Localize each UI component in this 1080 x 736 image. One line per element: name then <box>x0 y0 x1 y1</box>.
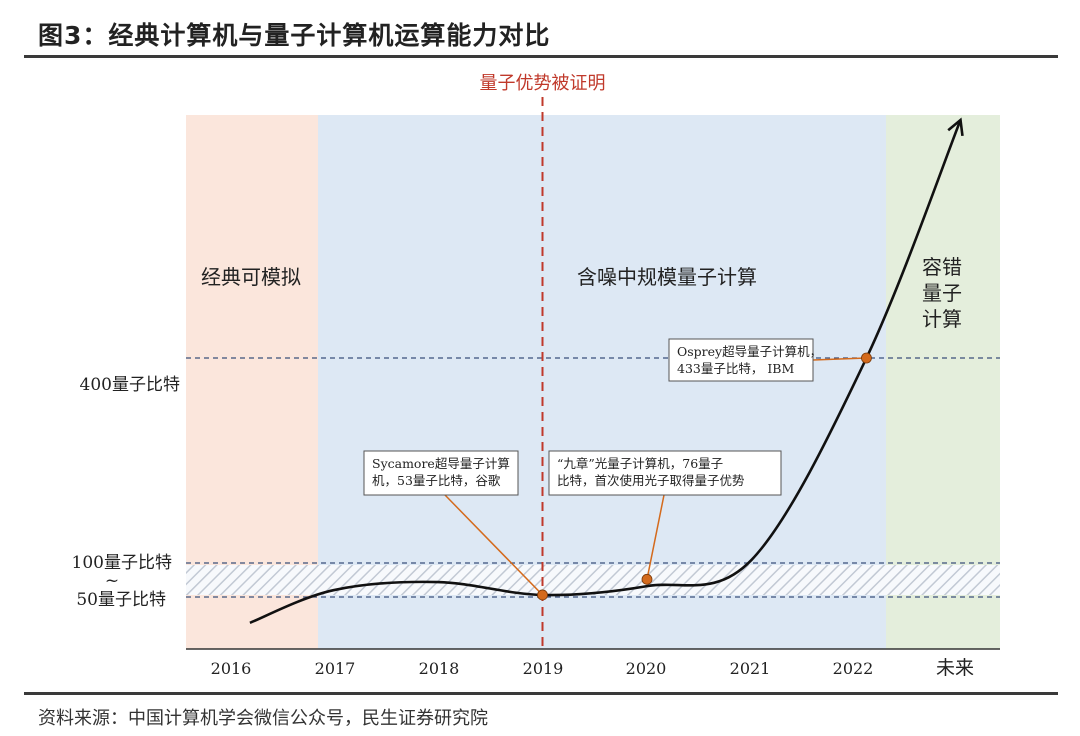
top-rule <box>24 55 1058 58</box>
x-tick-label: 2016 <box>211 659 252 678</box>
annotation-box: Osprey超导量子计算机， 433量子比特， IBM <box>668 338 822 382</box>
x-tick-label: 2019 <box>523 659 564 678</box>
annotation-box-frame <box>668 338 814 382</box>
annotation-text: Osprey超导量子计算机， <box>677 344 822 359</box>
data-point-marker <box>537 589 548 601</box>
capability-curve <box>249 119 962 625</box>
annotation-text: 机，53量子比特，谷歌 <box>372 473 501 488</box>
zone-label-ftqc-line-3: 计算 <box>922 307 962 331</box>
annotation-connector <box>646 494 665 580</box>
annotation-connector <box>444 494 544 596</box>
zone-classical-background <box>186 115 318 649</box>
zone-label-ftqc-line-1: 容错 <box>922 255 962 279</box>
level-label-100: 100量子比特 <box>72 553 172 573</box>
zone-ftqc-background <box>886 115 1000 649</box>
x-tick-label: 2022 <box>833 659 874 678</box>
x-tick-label: 2018 <box>419 659 460 678</box>
x-tick-label: 未来 <box>936 657 974 679</box>
annotation-text: 比特，首次使用光子取得量子优势 <box>557 473 745 488</box>
qubit-band-50-100 <box>186 565 1000 595</box>
x-tick-label: 2021 <box>730 659 771 678</box>
level-label-50: 50量子比特 <box>76 590 166 610</box>
level-label-400: 400量子比特 <box>80 375 180 395</box>
data-point-marker <box>641 573 653 585</box>
data-point-marker <box>861 352 872 364</box>
zone-label-nisq: 含噪中规模量子计算 <box>577 265 757 289</box>
bottom-rule <box>24 692 1058 695</box>
annotation-text: “九章”光量子计算机，76量子 <box>557 456 723 471</box>
curve-arrowhead <box>947 117 964 137</box>
annotation-text: Sycamore超导量子计算 <box>372 456 510 471</box>
figure-title: 图3：经典计算机与量子计算机运算能力对比 <box>38 21 551 50</box>
annotation-box-frame <box>548 450 782 496</box>
zone-label-classical: 经典可模拟 <box>201 265 301 289</box>
annotation-text: 433量子比特， IBM <box>677 361 794 376</box>
annotation-connector <box>812 357 867 361</box>
zone-nisq-background <box>318 115 886 649</box>
level-label-tilde: ~ <box>105 571 119 591</box>
milestone-label: 量子优势被证明 <box>480 73 606 94</box>
zone-label-ftqc-line-2: 量子 <box>922 281 962 305</box>
x-tick-label: 2020 <box>626 659 667 678</box>
annotation-box-frame <box>363 450 519 496</box>
source-note: 资料来源：中国计算机学会微信公众号，民生证券研究院 <box>38 708 488 729</box>
x-tick-label: 2017 <box>315 659 356 678</box>
